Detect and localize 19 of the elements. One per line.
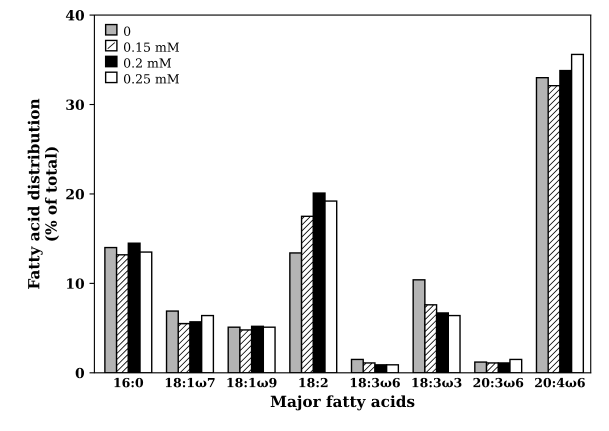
y-tick-label: 40 — [66, 10, 84, 21]
x-tick-label: 18:2 — [299, 378, 328, 388]
x-tick-label: 18:3ω3 — [412, 378, 462, 388]
legend-label: 0.25 mM — [124, 74, 179, 84]
x-tick-label: 16:0 — [114, 378, 144, 388]
y-tick-label: 20 — [66, 188, 84, 200]
legend-label: 0.15 mM — [124, 42, 179, 52]
y-axis-title: Fatty acid distribution (% of total) — [28, 98, 59, 289]
y-tick-label: 30 — [66, 99, 84, 110]
x-tick-label: 20:4ω6 — [535, 378, 585, 388]
x-axis-title: Major fatty acids — [270, 395, 414, 410]
x-tick-label: 18:1ω7 — [166, 378, 215, 388]
x-tick-label: 18:3ω6 — [350, 378, 400, 388]
legend-label: 0 — [124, 26, 130, 36]
x-tick-label: 18:1ω9 — [227, 378, 276, 388]
legend-label: 0.2 mM — [124, 58, 172, 68]
y-tick-label: 0 — [76, 368, 84, 378]
y-tick-label: 10 — [67, 278, 84, 289]
x-tick-label: 20:3ω6 — [473, 378, 524, 388]
